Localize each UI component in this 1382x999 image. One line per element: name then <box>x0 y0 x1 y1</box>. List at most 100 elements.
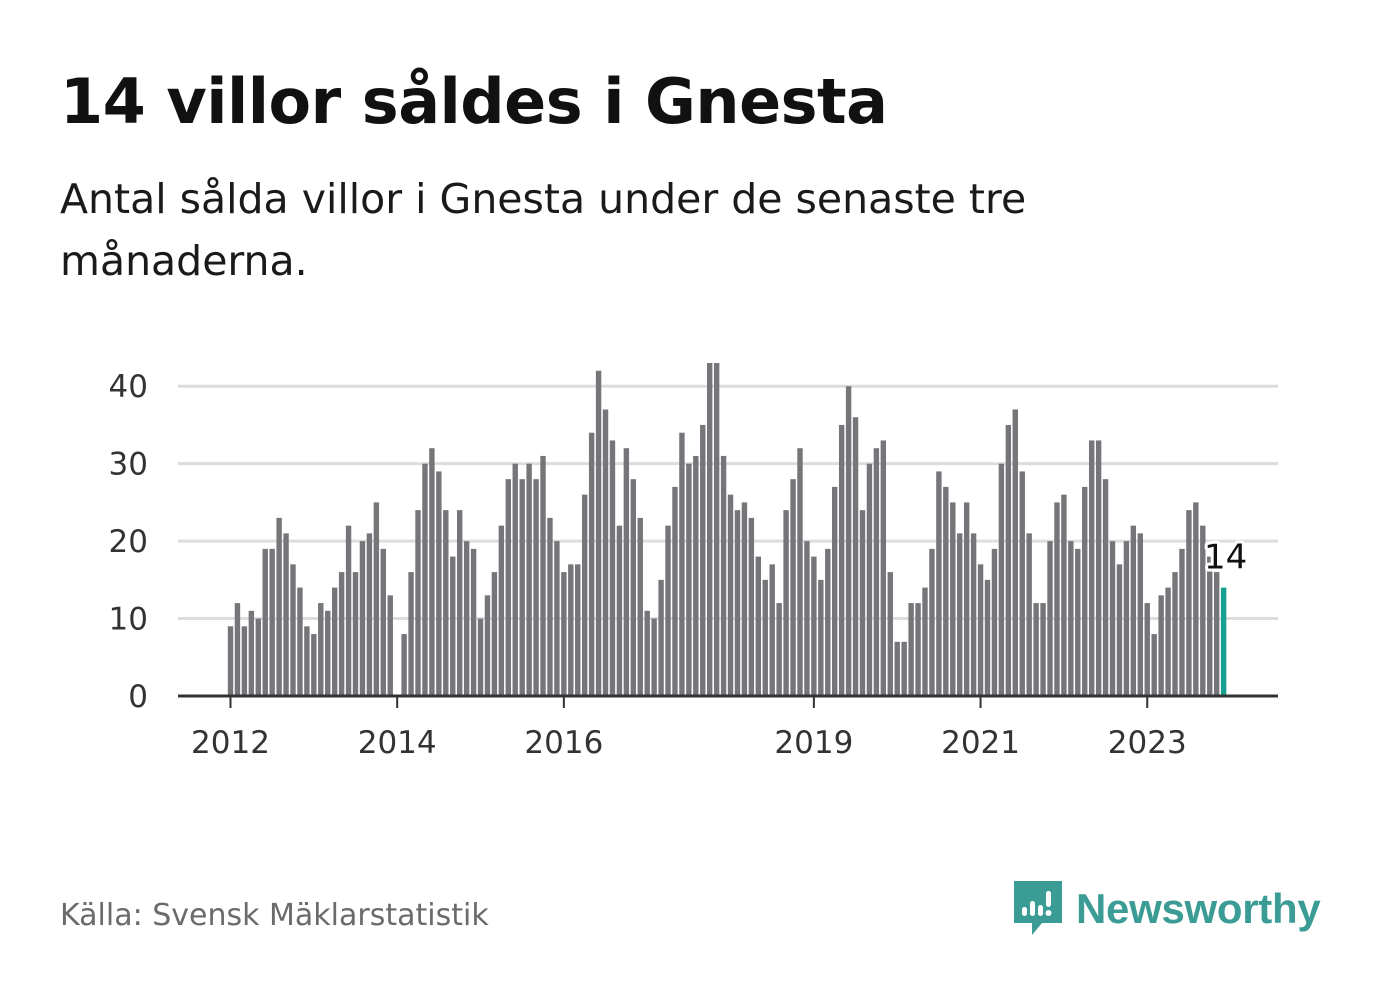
bar <box>269 548 275 696</box>
bar <box>838 424 845 696</box>
bar <box>554 541 560 696</box>
bar <box>456 510 463 696</box>
bar <box>991 548 998 696</box>
bar <box>408 572 414 696</box>
bar <box>1019 471 1025 696</box>
bar <box>637 517 643 696</box>
source-note: Källa: Svensk Mäklarstatistik <box>60 898 489 933</box>
bar <box>644 610 650 696</box>
bar <box>804 541 810 696</box>
bar <box>998 463 1005 696</box>
bar <box>526 463 532 696</box>
bar <box>304 626 310 696</box>
bars <box>227 363 1227 696</box>
x-axis: 2012 2014 2016 2019 2021 2023 <box>178 694 1278 761</box>
bar <box>957 533 963 696</box>
bar <box>748 517 755 696</box>
bar <box>345 525 352 696</box>
bar-chart: 0 10 20 30 40 2012 2014 2016 2019 2021 2023 14 <box>109 363 1278 761</box>
bar <box>373 502 380 696</box>
bar <box>665 525 671 696</box>
bar <box>1082 486 1088 696</box>
bar <box>1186 510 1192 696</box>
bar <box>1165 587 1171 696</box>
bar <box>1005 424 1012 696</box>
bar <box>318 603 324 696</box>
bar <box>700 424 706 696</box>
bar <box>491 572 498 696</box>
y-axis-ticks: 0 10 20 30 40 <box>109 369 148 715</box>
x-tick-label: 2021 <box>941 725 1020 761</box>
bar <box>450 556 456 696</box>
bar <box>338 572 345 696</box>
bar <box>866 463 873 696</box>
bar <box>547 517 553 696</box>
chart-subtitle: Antal sålda villor i Gnesta under de sen… <box>60 175 1027 285</box>
brand-name: Newsworthy <box>1076 885 1321 932</box>
bar <box>311 634 317 696</box>
bar <box>276 517 282 696</box>
bar <box>581 494 588 696</box>
bar <box>1068 541 1074 696</box>
bar <box>227 626 234 696</box>
bar <box>852 417 859 696</box>
bar <box>1130 525 1137 696</box>
bar <box>498 525 505 696</box>
bar <box>1109 541 1116 696</box>
x-tick-label: 2016 <box>524 725 603 761</box>
bar <box>1144 603 1150 696</box>
bar <box>880 440 887 696</box>
bar <box>845 386 852 696</box>
bar <box>734 510 741 696</box>
bar <box>366 533 373 696</box>
bar <box>1026 533 1032 696</box>
bar <box>241 626 248 696</box>
brand-logo[interactable]: Newsworthy <box>1010 874 1321 944</box>
bar <box>262 548 268 696</box>
bar <box>1137 533 1143 696</box>
bar <box>443 510 449 696</box>
bar <box>616 525 623 696</box>
bar <box>415 510 421 696</box>
bar <box>512 463 518 696</box>
bar <box>1116 564 1123 696</box>
bar <box>887 572 893 696</box>
bar <box>359 541 366 696</box>
bar <box>1213 572 1220 696</box>
y-tick-label: 20 <box>109 524 148 560</box>
bar <box>540 455 546 696</box>
bar <box>1172 572 1178 696</box>
bar <box>727 494 734 696</box>
bar <box>1102 479 1109 696</box>
bar <box>401 634 407 696</box>
bar <box>832 486 838 696</box>
bar <box>429 448 435 696</box>
x-tick-label: 2014 <box>358 725 437 761</box>
bar <box>1193 502 1199 696</box>
bar <box>1075 548 1081 696</box>
bar <box>707 363 713 696</box>
y-tick-label: 0 <box>128 679 148 715</box>
bar <box>297 587 303 696</box>
bar <box>894 641 900 696</box>
bar <box>769 564 775 696</box>
chart-title: 14 villor såldes i Gnesta <box>60 65 888 138</box>
bar <box>1123 541 1130 696</box>
last-value-label: 14 <box>1204 538 1247 578</box>
bar <box>922 587 928 696</box>
bar <box>790 479 796 696</box>
bar <box>1061 494 1067 696</box>
bar <box>1179 548 1185 696</box>
bar <box>811 556 817 696</box>
newsworthy-logo-icon <box>1014 881 1062 935</box>
bar <box>984 579 991 696</box>
y-tick-label: 30 <box>109 447 148 483</box>
bar <box>970 533 977 696</box>
bar <box>1151 634 1157 696</box>
bar <box>720 455 727 696</box>
bar <box>588 432 595 696</box>
bar <box>901 641 907 696</box>
bar <box>422 463 428 696</box>
bar <box>977 564 984 696</box>
bar <box>818 579 824 696</box>
